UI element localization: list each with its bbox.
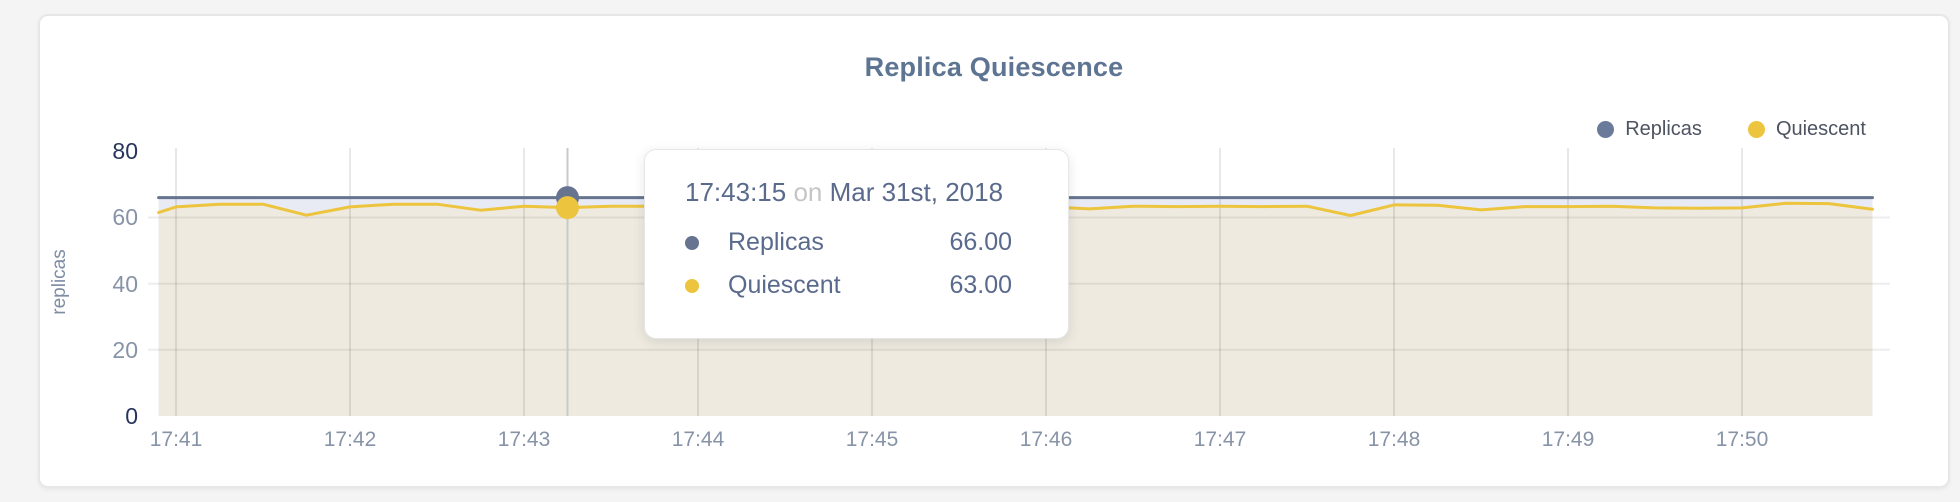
tooltip-header: 17:43:15 on Mar 31st, 2018 [685, 177, 1012, 208]
tooltip-row-replicas: Replicas 66.00 [685, 221, 1012, 264]
y-tick-label: 80 [112, 138, 138, 165]
quiescent-highlight-point [556, 196, 579, 220]
tooltip-time: 17:43:15 [685, 177, 787, 207]
chart-card: Replica Quiescence Replicas Quiescent rep… [38, 14, 1950, 488]
replicas-legend-dot-icon [1597, 121, 1615, 138]
tooltip-date: Mar 31st, 2018 [829, 177, 1004, 207]
quiescent-legend-dot-icon [1747, 121, 1765, 138]
legend-item-quiescent: Quiescent [1747, 118, 1866, 141]
tooltip-row-quiescent: Quiescent 63.00 [685, 264, 1012, 307]
tooltip-series-label: Replicas [728, 228, 824, 256]
legend-item-replicas: Replicas [1597, 118, 1702, 141]
x-tick-label: 17:48 [1367, 428, 1421, 451]
x-tick-label: 17:49 [1541, 428, 1595, 451]
x-tick-label: 17:43 [497, 428, 551, 451]
tooltip-series-label: Quiescent [728, 271, 841, 299]
x-tick-label: 17:50 [1715, 428, 1769, 451]
legend-label: Quiescent [1775, 118, 1866, 140]
x-tick-label: 17:47 [1193, 428, 1247, 451]
y-tick-label: 0 [125, 403, 138, 429]
tooltip-connector: on [793, 177, 823, 207]
x-tick-label: 17:42 [323, 428, 377, 451]
x-tick-label: 17:45 [845, 428, 899, 451]
tooltip-series-value: 63.00 [949, 271, 1012, 299]
legend: Replicas Quiescent [1597, 118, 1866, 141]
legend-label: Replicas [1625, 118, 1702, 140]
tooltip: 17:43:15 on Mar 31st, 2018 Replicas 66.0… [644, 149, 1069, 339]
chart-title: Replica Quiescence [864, 52, 1124, 82]
y-tick-label: 40 [112, 270, 138, 297]
y-tick-label: 20 [112, 336, 138, 363]
quiescent-dot-icon [685, 278, 699, 293]
x-tick-label: 17:46 [1019, 428, 1073, 451]
y-tick-label: 60 [112, 204, 138, 231]
x-tick-label: 17:41 [149, 428, 203, 451]
x-tick-label: 17:44 [671, 428, 725, 451]
tooltip-series-value: 66.00 [949, 228, 1012, 256]
replicas-dot-icon [685, 235, 699, 250]
